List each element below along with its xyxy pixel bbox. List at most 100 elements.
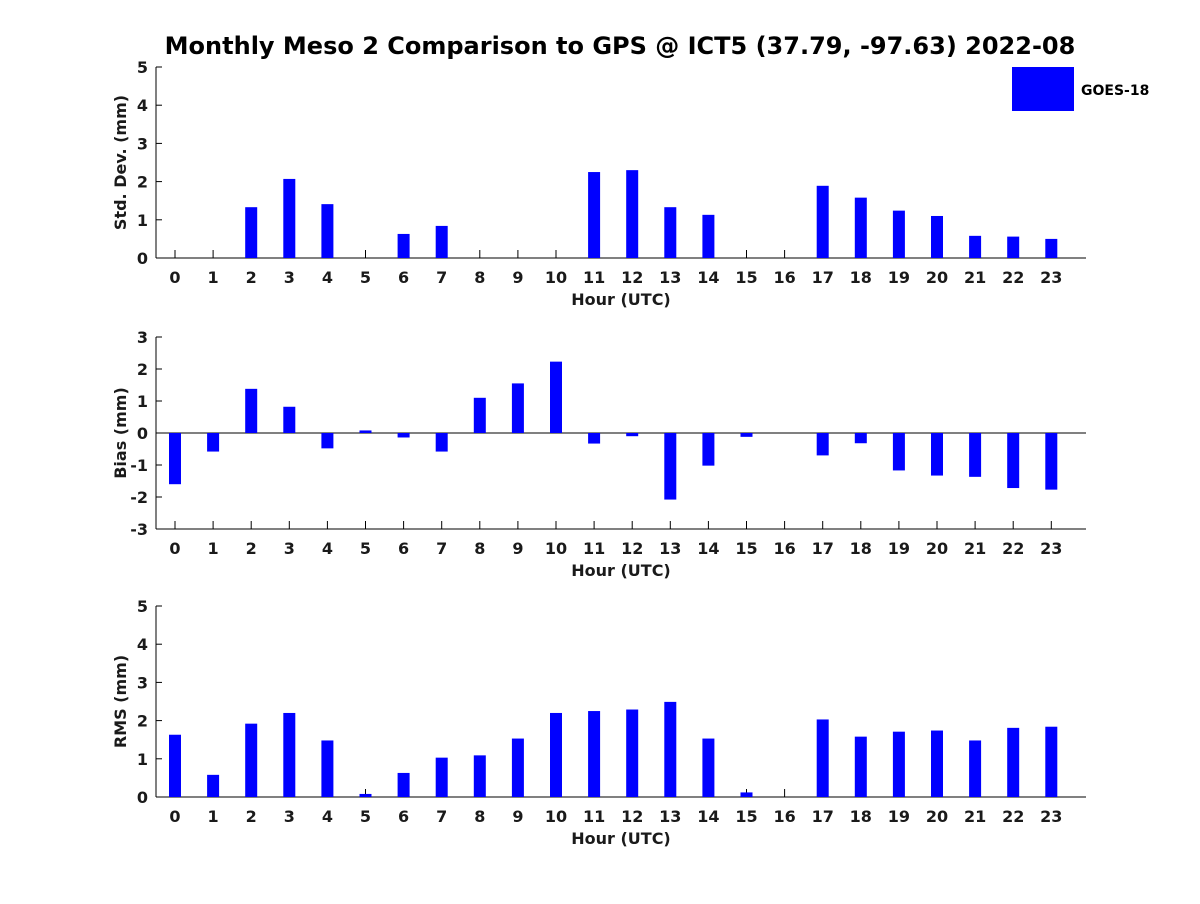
y-tick-label: 5 [137, 597, 148, 616]
bar-hour-7 [435, 433, 448, 452]
bar-hour-23 [1045, 238, 1058, 258]
x-tick-label: 20 [926, 807, 948, 826]
bar-hour-18 [854, 736, 867, 797]
y-tick-label: 1 [137, 750, 148, 769]
x-tick-label: 16 [773, 268, 795, 287]
bar-hour-14 [702, 433, 715, 466]
y-axis-label: RMS (mm) [111, 655, 130, 748]
x-tick-label: 18 [850, 268, 872, 287]
y-tick-label: 2 [137, 173, 148, 192]
bar-hour-6 [397, 233, 410, 258]
x-tick-label: 20 [926, 268, 948, 287]
bar-hour-4 [321, 433, 334, 449]
bar-hour-12 [626, 170, 639, 258]
x-tick-label: 13 [659, 807, 681, 826]
x-tick-label: 2 [246, 807, 257, 826]
x-tick-label: 0 [169, 539, 180, 558]
y-tick-label: 3 [137, 328, 148, 347]
y-tick-label: 2 [137, 360, 148, 379]
bar-hour-10 [550, 712, 562, 797]
bar-hour-9 [511, 738, 524, 797]
x-tick-label: 12 [621, 807, 643, 826]
bar-hour-9 [511, 383, 524, 433]
x-tick-label: 7 [436, 539, 447, 558]
x-tick-label: 8 [474, 807, 485, 826]
x-axis-label: Hour (UTC) [571, 829, 671, 848]
y-tick-label: 4 [137, 96, 148, 115]
x-tick-label: 14 [697, 268, 719, 287]
x-tick-label: 2 [246, 539, 257, 558]
bar-hour-5 [359, 430, 372, 433]
x-tick-label: 10 [545, 268, 567, 287]
bar-hour-7 [435, 757, 448, 797]
bar-hour-13 [664, 701, 677, 797]
x-tick-label: 21 [964, 539, 986, 558]
bar-hour-1 [207, 433, 220, 452]
bar-hour-22 [1007, 236, 1020, 258]
y-tick-label: 0 [137, 249, 148, 268]
x-tick-label: 4 [322, 268, 333, 287]
x-tick-label: 5 [360, 268, 371, 287]
y-tick-label: 4 [137, 635, 148, 654]
bar-hour-5 [359, 793, 372, 797]
y-tick-label: -1 [130, 456, 148, 475]
bar-hour-15 [740, 792, 753, 797]
bar-hour-19 [892, 210, 905, 258]
x-tick-label: 7 [436, 268, 447, 287]
legend-swatch-goes-18 [1012, 67, 1074, 111]
bar-hour-18 [854, 197, 867, 258]
x-tick-label: 22 [1002, 268, 1024, 287]
bar-hour-22 [1007, 727, 1020, 797]
y-axis-label: Std. Dev. (mm) [111, 95, 130, 230]
x-tick-label: 11 [583, 807, 605, 826]
x-tick-label: 7 [436, 807, 447, 826]
x-tick-label: 22 [1002, 539, 1024, 558]
bar-hour-17 [816, 185, 829, 258]
bar-hour-4 [321, 204, 334, 258]
y-tick-label: 2 [137, 712, 148, 731]
bar-hour-14 [702, 738, 715, 797]
x-tick-label: 17 [812, 807, 834, 826]
x-axis-label: Hour (UTC) [571, 561, 671, 580]
x-tick-label: 17 [812, 268, 834, 287]
x-tick-label: 9 [512, 807, 523, 826]
bar-hour-12 [626, 433, 639, 437]
bar-hour-20 [931, 215, 943, 258]
x-tick-label: 20 [926, 539, 948, 558]
x-axis-label: Hour (UTC) [571, 290, 671, 309]
x-tick-label: 15 [735, 268, 757, 287]
bar-hour-19 [892, 731, 905, 797]
x-tick-label: 6 [398, 539, 409, 558]
x-tick-label: 3 [284, 268, 295, 287]
y-tick-label: -3 [130, 520, 148, 539]
bar-hour-1 [207, 774, 220, 797]
x-tick-label: 12 [621, 268, 643, 287]
x-tick-label: 16 [773, 539, 795, 558]
x-tick-label: 14 [697, 539, 719, 558]
x-tick-label: 11 [583, 539, 605, 558]
x-tick-label: 13 [659, 268, 681, 287]
bar-hour-13 [664, 433, 677, 500]
bar-hour-20 [931, 433, 943, 476]
bar-hour-22 [1007, 433, 1020, 489]
bar-hour-14 [702, 214, 715, 258]
bar-hour-19 [892, 433, 905, 471]
bar-hour-11 [588, 172, 601, 258]
bar-hour-12 [626, 709, 639, 797]
bar-hour-17 [816, 719, 829, 797]
x-tick-label: 17 [812, 539, 834, 558]
bar-hour-2 [245, 723, 258, 797]
y-tick-label: 5 [137, 58, 148, 77]
x-tick-label: 23 [1040, 539, 1062, 558]
bar-hour-21 [969, 433, 982, 477]
bar-hour-8 [473, 397, 486, 433]
y-tick-label: 0 [137, 424, 148, 443]
y-tick-label: 1 [137, 392, 148, 411]
bar-hour-13 [664, 207, 677, 258]
x-tick-label: 22 [1002, 807, 1024, 826]
x-tick-label: 9 [512, 268, 523, 287]
